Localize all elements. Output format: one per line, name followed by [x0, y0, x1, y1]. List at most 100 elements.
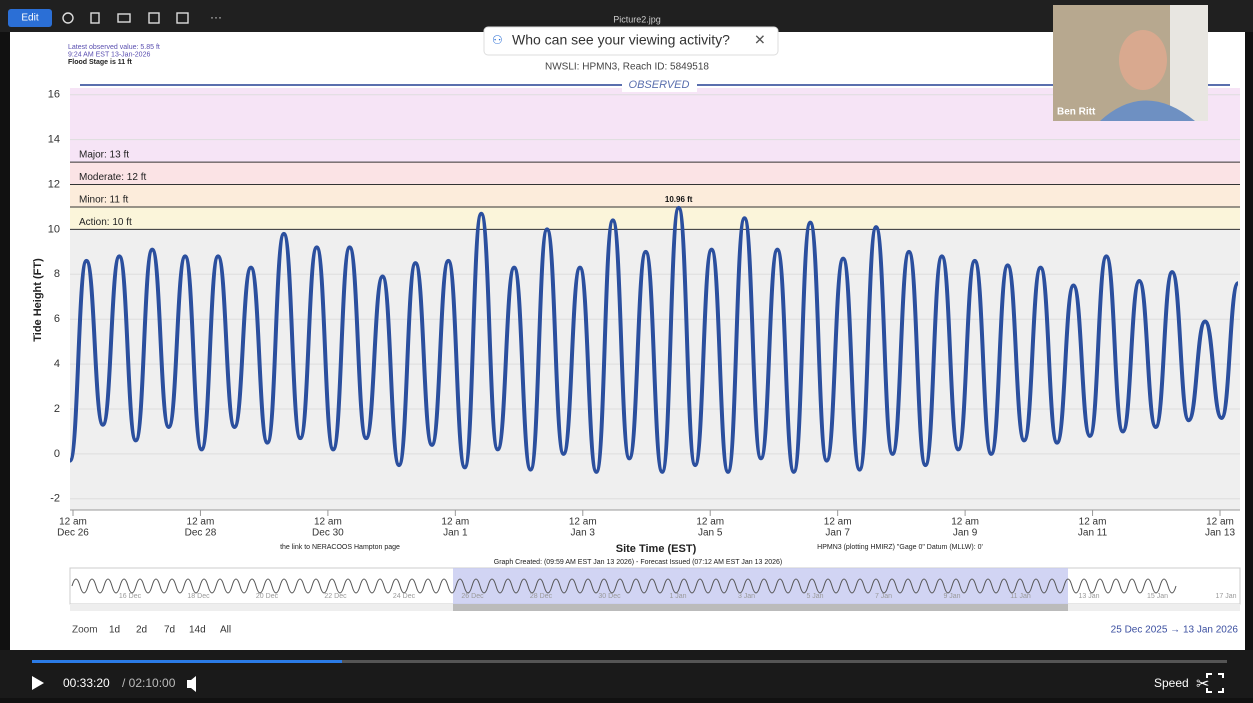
- footer-text: HPMN3 (plotting HMIRZ) "Gage 0" Datum (M…: [817, 544, 983, 551]
- tide-line: [68, 205, 1240, 474]
- edit-button[interactable]: [8, 9, 52, 27]
- popup-text: Who can see your viewing activity?: [512, 32, 730, 48]
- plot: -2 0 2 4 6 8 10 12 14 16 Major: 13 ft Moderate: 12 …: [32, 44, 1241, 636]
- duration: / 02:10:00: [122, 676, 176, 690]
- navigator-label: 20 Dec: [256, 593, 279, 600]
- y-tick-label: 8: [54, 268, 60, 280]
- play-button[interactable]: [32, 676, 44, 690]
- x-tick-label: 12 am: [1079, 517, 1107, 528]
- subtitle: NWSLI: HPMN3, Reach ID: 5849518: [545, 62, 709, 73]
- x-tick-label: Dec 26: [57, 528, 89, 539]
- x-tick-label: Jan 9: [953, 528, 978, 539]
- threshold-label: Major: 13 ft: [79, 150, 129, 161]
- x-tick-label: 12 am: [59, 517, 87, 528]
- progress-fill: [32, 660, 342, 663]
- x-tick-label: 12 am: [824, 517, 852, 528]
- edit-label: Edit: [21, 13, 38, 24]
- navigator-thumb[interactable]: [453, 604, 1068, 611]
- y-tick-label: 0: [54, 448, 60, 460]
- navigator-label: 18 Dec: [187, 593, 210, 600]
- threshold-label: Moderate: 12 ft: [79, 172, 146, 183]
- volume-button[interactable]: [187, 676, 196, 692]
- x-tick-label: Jan 13: [1205, 528, 1235, 539]
- navigator-label: 7 Jan: [875, 593, 892, 600]
- more-icon[interactable]: ···: [210, 10, 222, 24]
- x-tick-label: Dec 30: [312, 528, 344, 539]
- navigator-label: 16 Dec: [119, 593, 142, 600]
- threshold-label: Action: 10 ft: [79, 217, 132, 228]
- x-axis-label: Site Time (EST): [616, 543, 697, 555]
- x-tick-label: Jan 11: [1078, 528, 1108, 539]
- toolbar-icons: [62, 12, 189, 24]
- speed-button[interactable]: Speed: [1154, 676, 1189, 690]
- zoom-button[interactable]: 7d: [164, 625, 175, 636]
- header-bg: [622, 78, 697, 92]
- webcam-shirt: [1100, 100, 1195, 121]
- navigator-label: 3 Jan: [738, 593, 755, 600]
- y-tick-label: 2: [54, 403, 60, 415]
- x-tick-label: 12 am: [696, 517, 724, 528]
- popup-close[interactable]: ✕: [754, 32, 766, 48]
- navigator-label: 1 Jan: [669, 593, 686, 600]
- x-tick-label: 12 am: [441, 517, 469, 528]
- navigator-label: 9 Jan: [943, 593, 960, 600]
- navigator-label: 22 Dec: [324, 593, 347, 600]
- navigator-wave: [71, 578, 1177, 594]
- popup-icon: ⚇: [492, 33, 503, 47]
- zoom-button[interactable]: 14d: [189, 625, 206, 636]
- zoom-button[interactable]: All: [220, 625, 231, 636]
- navigator-label: 11 Jan: [1010, 593, 1031, 600]
- footer-text: Graph Created: (09:59 AM EST Jan 13 2026…: [494, 559, 782, 566]
- navigator-label: 26 Dec: [461, 593, 484, 600]
- flood-band: [70, 162, 1240, 185]
- x-tick-label: Jan 1: [443, 528, 468, 539]
- zoom-button[interactable]: 2d: [136, 625, 147, 636]
- y-tick-label: 6: [54, 313, 60, 325]
- y-tick-label: 16: [48, 89, 60, 101]
- y-tick-label: 10: [48, 223, 60, 235]
- x-tick-label: 12 am: [1206, 517, 1234, 528]
- peak-label: 10.96 ft: [665, 195, 693, 204]
- x-tick-label: Jan 3: [571, 528, 596, 539]
- note: 9:24 AM EST 13-Jan-2026: [68, 51, 150, 58]
- y-tick-label: 12: [48, 178, 60, 190]
- x-tick-label: 12 am: [569, 517, 597, 528]
- flood-band: [70, 206, 1240, 230]
- flood-band: [70, 184, 1240, 207]
- webcam-name: Ben Ritt: [1057, 107, 1096, 118]
- navigator-label: 5 Jan: [806, 593, 823, 600]
- current-time: 00:33:20: [63, 676, 110, 690]
- x-tick-label: Jan 7: [825, 528, 850, 539]
- zoom-label: Zoom: [72, 625, 98, 636]
- file-name: Picture2.jpg: [613, 14, 661, 24]
- fullscreen-button[interactable]: [1206, 673, 1224, 693]
- zoom-button[interactable]: 1d: [109, 625, 120, 636]
- popup: [483, 26, 779, 56]
- header: OBSERVED: [629, 79, 690, 91]
- x-tick-label: Dec 28: [185, 528, 217, 539]
- video-controls: [0, 650, 1253, 698]
- x-tick-label: 12 am: [314, 517, 342, 528]
- note: Latest observed value: 5.85 ft: [68, 44, 160, 51]
- navigator-label: 17 Jan: [1215, 593, 1236, 600]
- x-tick-label: 12 am: [187, 517, 215, 528]
- flood-band: [70, 88, 1240, 163]
- webcam-bg: [1170, 5, 1208, 121]
- y-tick-label: 4: [54, 358, 60, 370]
- note: Flood Stage is 11 ft: [68, 59, 132, 66]
- y-axis-label: Tide Height (FT): [32, 258, 44, 342]
- navigator-label: 24 Dec: [393, 593, 416, 600]
- webcam-face: [1119, 30, 1167, 90]
- x-tick-label: Jan 5: [698, 528, 723, 539]
- progress-track[interactable]: [32, 660, 1227, 663]
- threshold-label: Minor: 11 ft: [79, 195, 128, 206]
- navigator-label: 30 Dec: [598, 593, 621, 600]
- navigator: 16 Dec 18 Dec 20 Dec 22 Dec 24 Dec 26 Dec 28 D…: [69, 567, 1241, 611]
- navigator-label: 28 Dec: [530, 593, 553, 600]
- y-tick-label: 14: [48, 134, 60, 146]
- footer-text: the link to NERACOOS Hampton page: [280, 544, 400, 551]
- navigator-label: 13 Jan: [1078, 593, 1099, 600]
- navigator-label: 15 Jan: [1147, 593, 1168, 600]
